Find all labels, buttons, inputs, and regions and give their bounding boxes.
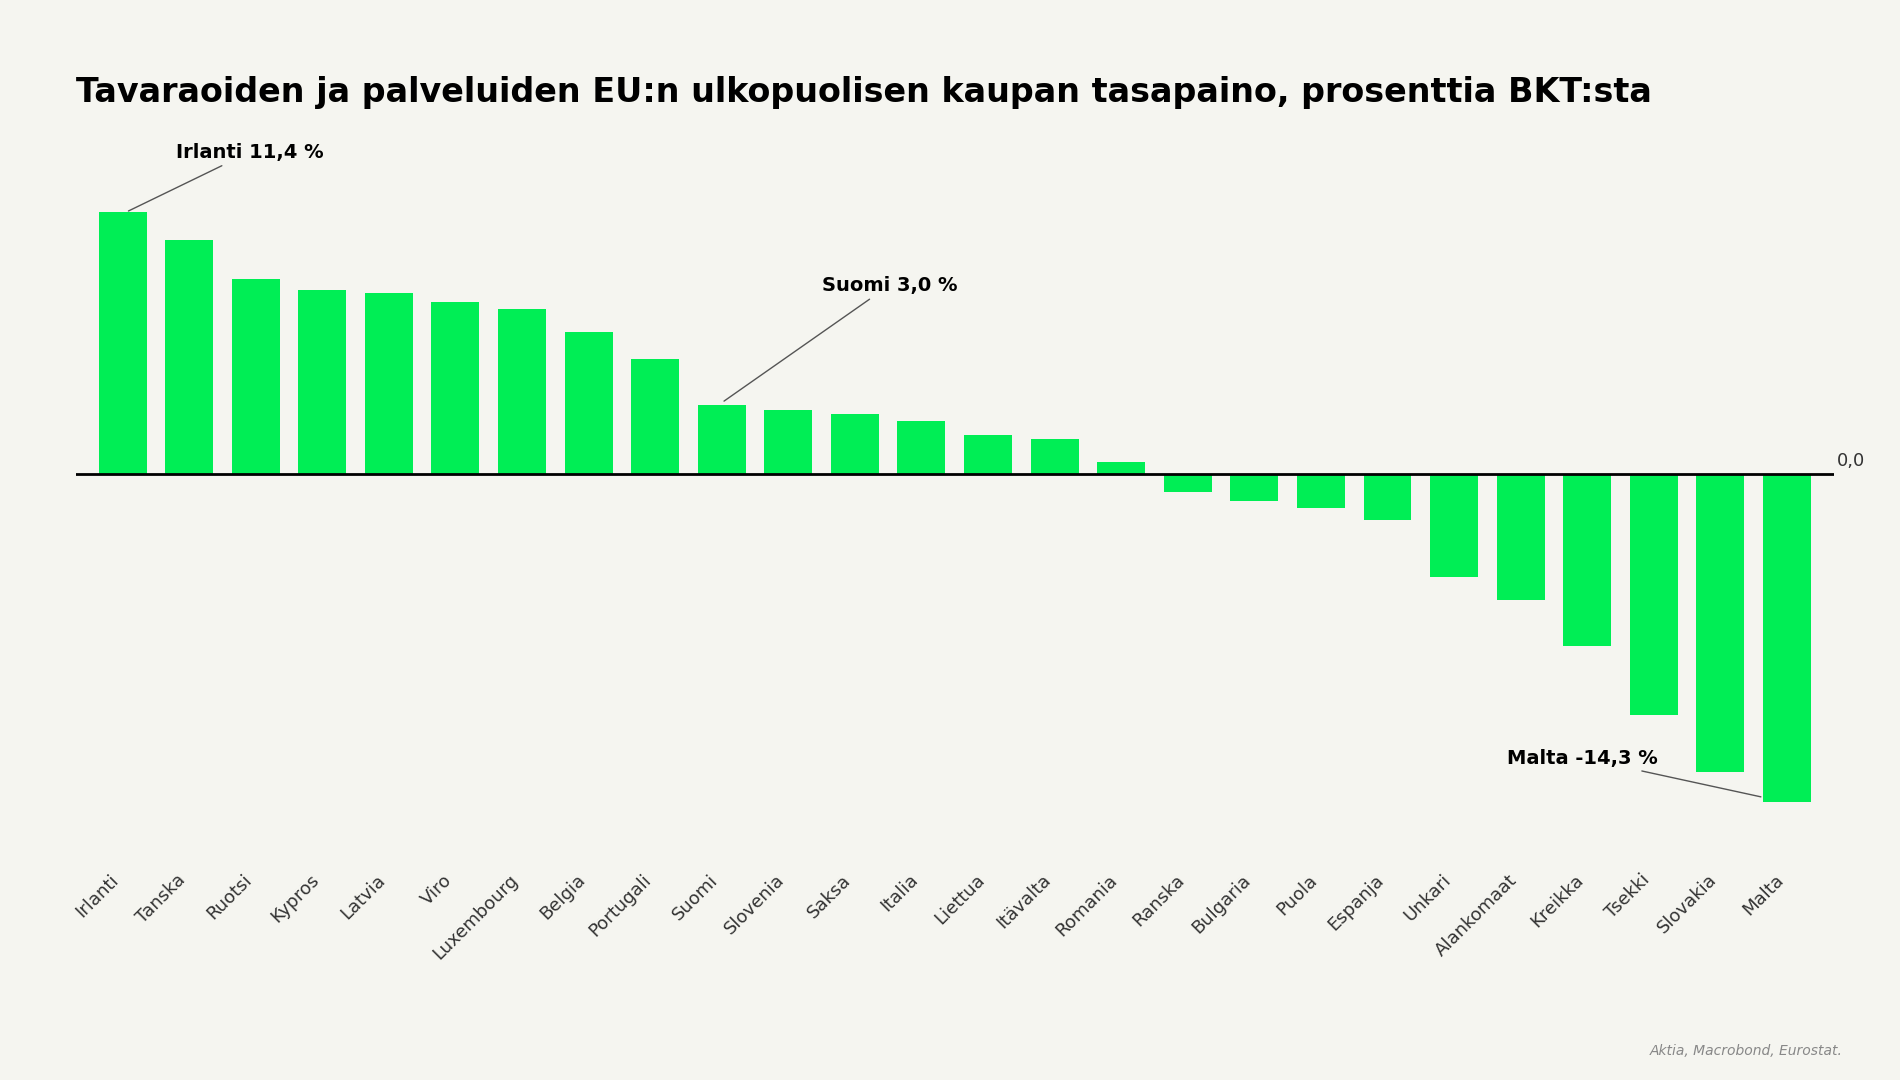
Bar <box>1165 474 1212 492</box>
Bar <box>1697 474 1744 772</box>
Bar <box>764 409 813 474</box>
Text: Suomi 3,0 %: Suomi 3,0 % <box>724 275 958 401</box>
Bar <box>564 332 612 474</box>
Text: Irlanti 11,4 %: Irlanti 11,4 % <box>129 143 323 211</box>
Bar <box>1096 462 1146 474</box>
Bar <box>365 293 412 474</box>
Text: Aktia, Macrobond, Eurostat.: Aktia, Macrobond, Eurostat. <box>1649 1044 1843 1058</box>
Text: 0,0: 0,0 <box>1837 451 1866 470</box>
Bar <box>1497 474 1545 600</box>
Bar <box>1298 474 1345 509</box>
Bar <box>1231 474 1279 501</box>
Bar <box>232 279 279 474</box>
Bar <box>1364 474 1412 519</box>
Bar <box>431 301 479 474</box>
Bar <box>897 421 946 474</box>
Text: Malta -14,3 %: Malta -14,3 % <box>1507 748 1761 797</box>
Bar <box>1763 474 1811 802</box>
Bar <box>1431 474 1478 577</box>
Bar <box>1564 474 1611 646</box>
Bar <box>165 240 213 474</box>
Bar <box>498 309 545 474</box>
Bar <box>697 405 745 474</box>
Bar <box>830 415 880 474</box>
Bar <box>1030 440 1079 474</box>
Text: Tavaraoiden ja palveluiden EU:n ulkopuolisen kaupan tasapaino, prosenttia BKT:st: Tavaraoiden ja palveluiden EU:n ulkopuol… <box>76 76 1651 109</box>
Bar <box>963 435 1013 474</box>
Bar <box>99 212 146 474</box>
Bar <box>1630 474 1678 715</box>
Bar <box>298 291 346 474</box>
Bar <box>631 359 678 474</box>
